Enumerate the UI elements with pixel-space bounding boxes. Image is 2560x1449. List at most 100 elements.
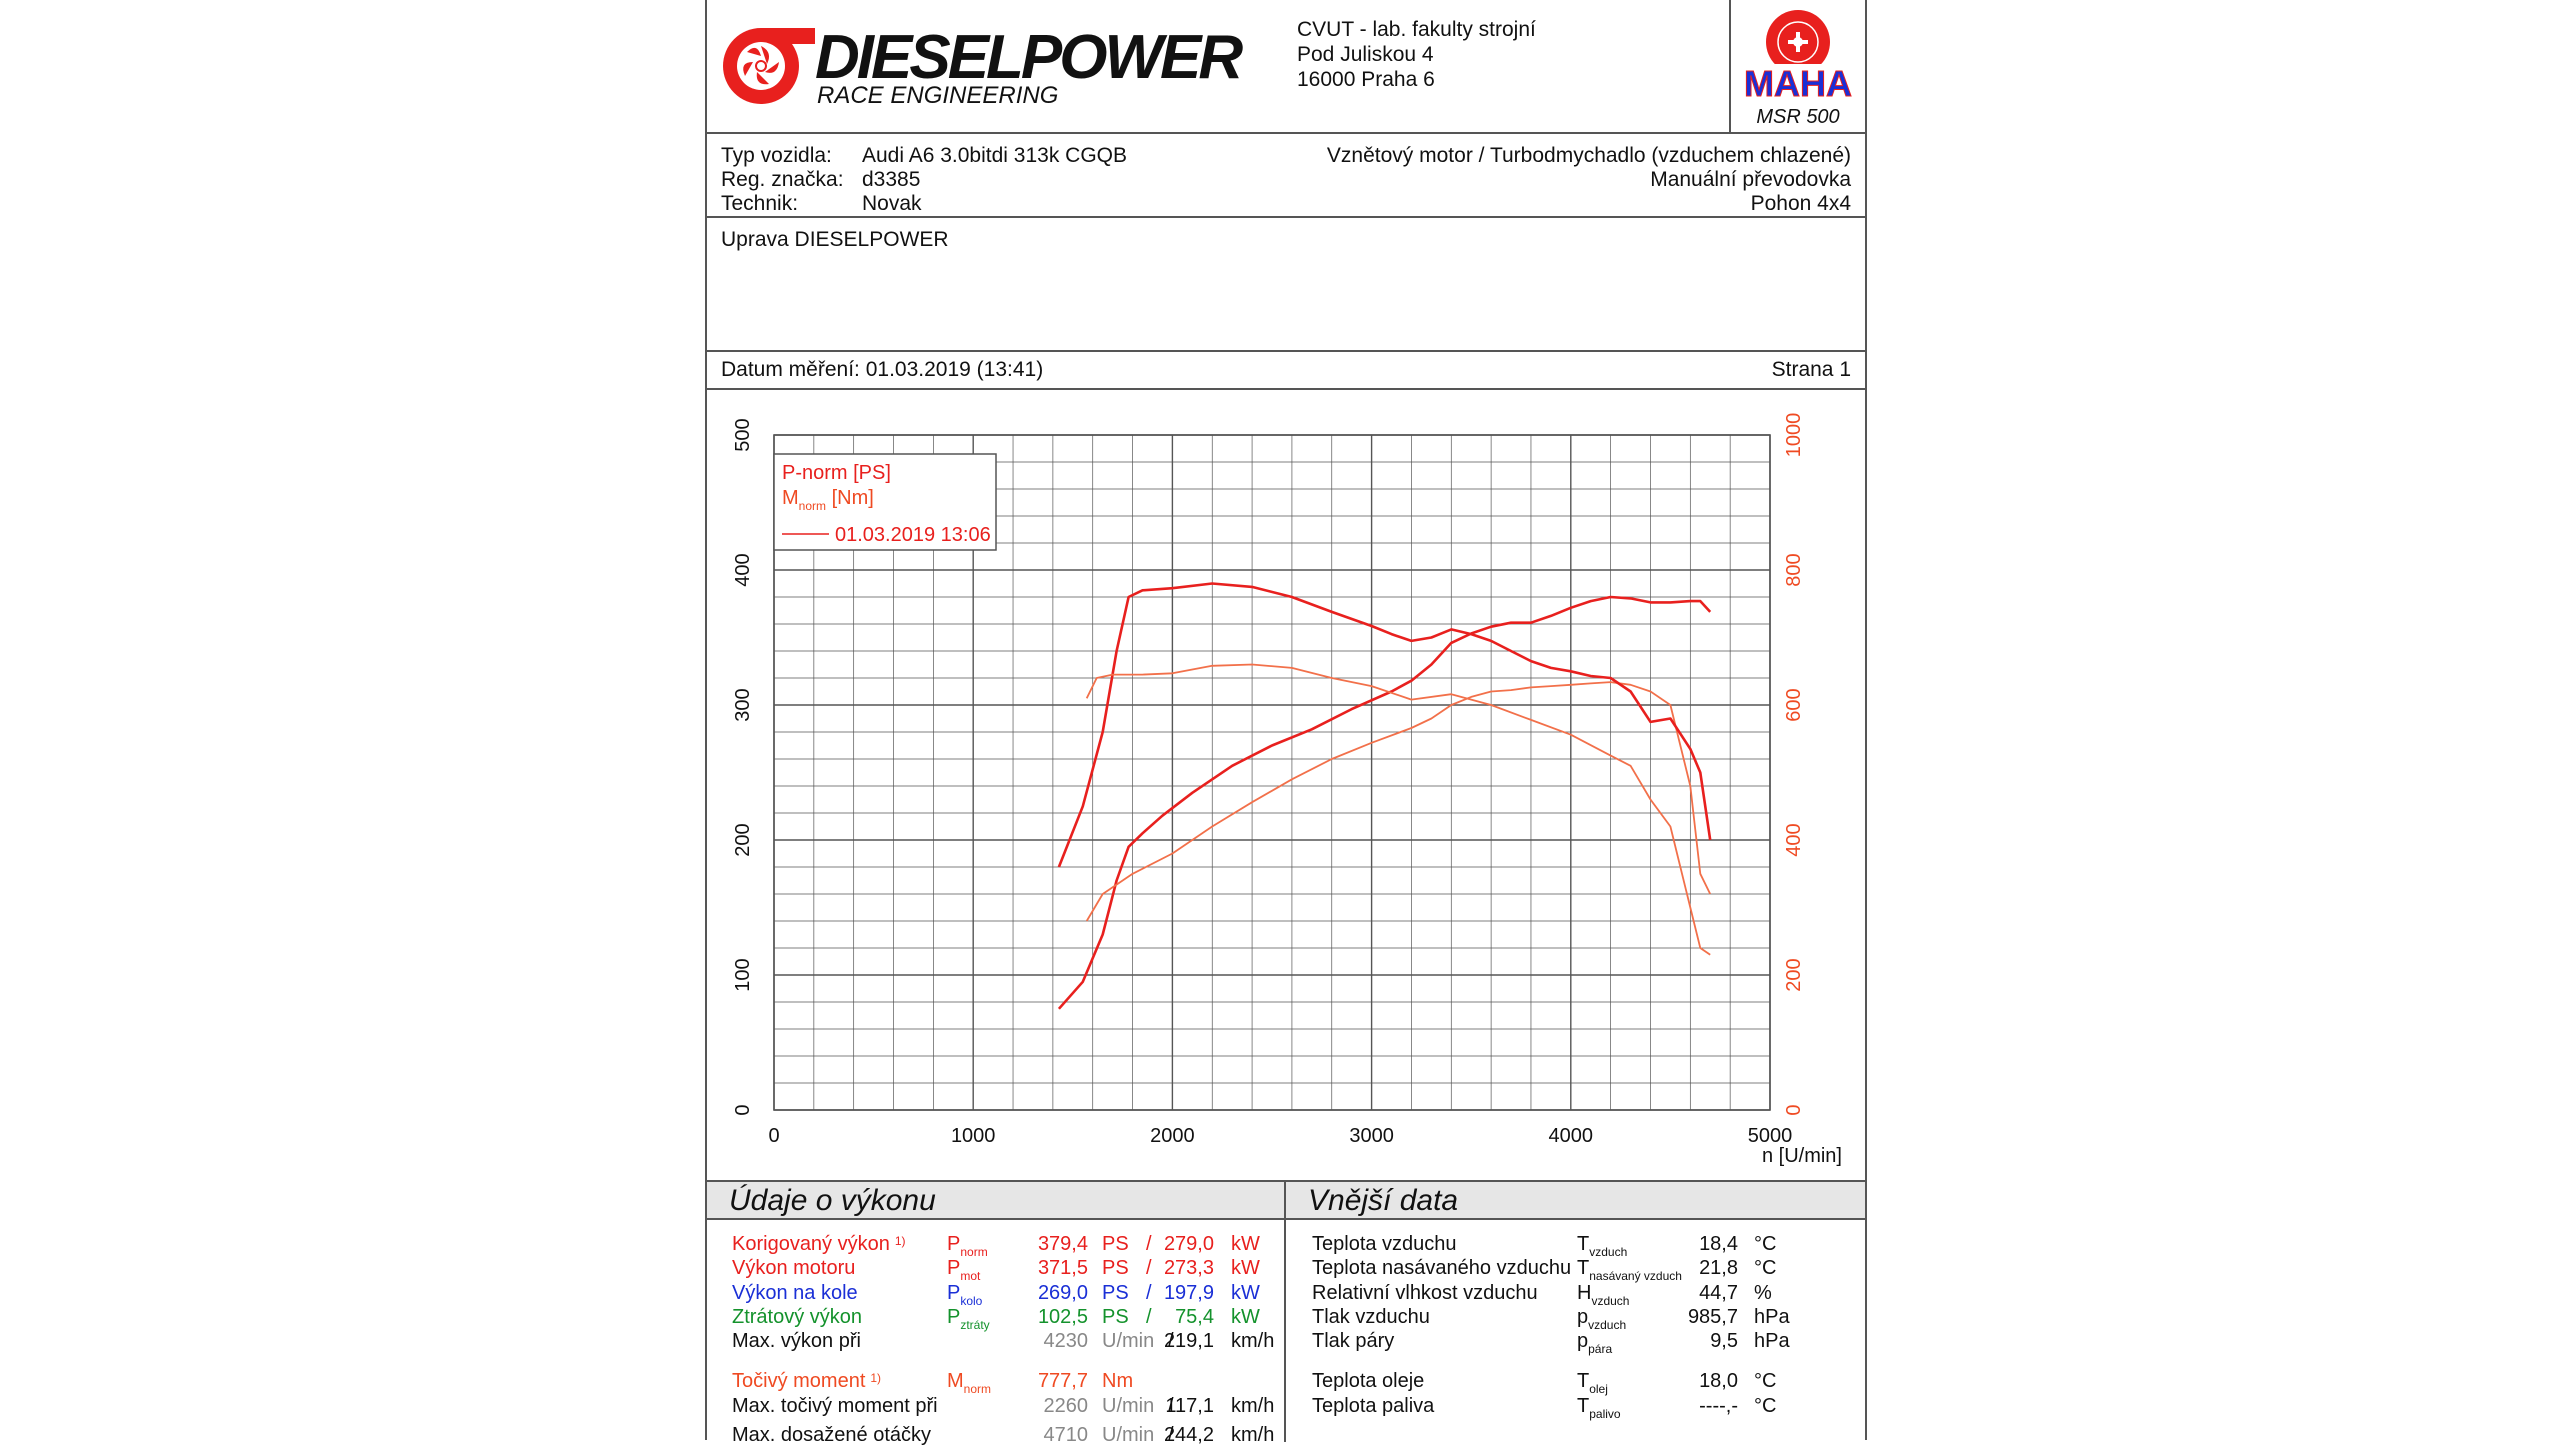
y-left-tick-label: 100: [732, 958, 754, 991]
env-label: Tlak páry: [1312, 1330, 1395, 1352]
y-left-tick-label: 500: [732, 418, 754, 451]
gearbox-type: Manuální převodovka: [1650, 168, 1851, 191]
legend-power: P-norm [PS]: [782, 462, 891, 484]
perf-unit-1: U/min: [1102, 1424, 1155, 1446]
x-tick-label: 4000: [1549, 1125, 1594, 1147]
x-tick-label: 0: [768, 1125, 779, 1147]
measurement-date: Datum měření: 01.03.2019 (13:41): [721, 358, 1044, 381]
x-tick-label: 1000: [951, 1125, 996, 1147]
perf-label: Výkon motoru: [732, 1257, 856, 1279]
technician-value: Novak: [862, 192, 922, 215]
y-right-tick-label: 1000: [1783, 413, 1805, 458]
env-label: Teplota paliva: [1312, 1395, 1435, 1417]
report-header: DIESELPOWER RACE ENGINEERING CVUT - lab.…: [707, 0, 1865, 134]
perf-unit-2: km/h: [1231, 1424, 1275, 1446]
perf-value-2: 219,1: [1163, 1330, 1214, 1352]
perf-value-1: 4230: [1043, 1330, 1089, 1352]
brand-logo-text: DIESELPOWER: [815, 23, 1243, 92]
perf-unit-1: U/min: [1102, 1395, 1155, 1417]
power-torque-chart: 0 1000 2000 3000 4000 5000 0 100 200 300 400 500 0 20…: [707, 390, 1865, 1185]
performance-title: Údaje o výkonu: [707, 1182, 1284, 1220]
remark-box: Uprava DIESELPOWER: [707, 218, 1865, 352]
perf-value-1: 2260: [1043, 1395, 1089, 1417]
env-symbol: Tnasávaný vzduch: [1577, 1257, 1682, 1283]
perf-unit-1: PS: [1102, 1306, 1129, 1328]
y-right-tick-label: 600: [1783, 688, 1805, 721]
perf-value-1: 371,5: [1037, 1257, 1088, 1279]
plot-frame: [773, 434, 1771, 1111]
env-value: 9,5: [1710, 1330, 1738, 1352]
perf-unit-2: km/h: [1231, 1395, 1275, 1417]
perf-symbol: Pkolo: [947, 1282, 983, 1308]
perf-value-2: 279,0: [1163, 1233, 1214, 1255]
maha-model: MSR 500: [1756, 106, 1840, 128]
perf-separator: /: [1168, 1330, 1174, 1352]
perf-unit-2: kW: [1231, 1282, 1260, 1304]
perf-value-2: 117,1: [1165, 1395, 1214, 1417]
perf-separator: /: [1146, 1282, 1152, 1304]
env-value: 985,7: [1687, 1306, 1738, 1328]
env-value: ----,-: [1699, 1395, 1738, 1417]
x-tick-label: 2000: [1150, 1125, 1195, 1147]
env-label: Relativní vlhkost vzduchu: [1312, 1282, 1538, 1304]
env-unit: %: [1754, 1282, 1772, 1304]
drive-type: Pohon 4x4: [1750, 192, 1851, 215]
environment-title: Vnější data: [1286, 1182, 1865, 1220]
address-line-2: Pod Juliskou 4: [1297, 43, 1434, 66]
perf-symbol: Mnorm: [947, 1370, 992, 1396]
perf-separator: /: [1146, 1257, 1152, 1279]
perf-separator: /: [1168, 1424, 1174, 1446]
y-left-tick-label: 400: [732, 553, 754, 586]
env-label: Teplota oleje: [1312, 1370, 1425, 1392]
vehicle-type-label: Typ vozidla:: [721, 144, 832, 167]
maha-logo: MAHA MSR 500: [1729, 0, 1865, 132]
perf-label: Točivý moment 1): [732, 1370, 882, 1392]
series-line-0: [1057, 595, 1712, 1010]
perf-unit-2: km/h: [1231, 1330, 1275, 1352]
env-unit: °C: [1754, 1257, 1777, 1279]
perf-symbol: Pnorm: [947, 1233, 988, 1259]
turbo-logo-icon: [723, 28, 815, 104]
y-left-tick-label: 200: [732, 823, 754, 856]
perf-unit-1: PS: [1102, 1257, 1129, 1279]
series-line-3: [1085, 663, 1711, 956]
brand-logo-subtitle: RACE ENGINEERING: [817, 82, 1059, 109]
perf-value-1: 379,4: [1037, 1233, 1088, 1255]
env-value: 18,0: [1699, 1370, 1738, 1392]
chart-grid: [773, 434, 1771, 1111]
y-left-tick-label: 0: [732, 1104, 754, 1115]
env-symbol: Tvzduch: [1577, 1233, 1628, 1259]
legend-run: 01.03.2019 13:06: [835, 524, 991, 546]
perf-value-1: 102,5: [1037, 1306, 1088, 1328]
perf-value-1: 777,7: [1037, 1370, 1088, 1392]
perf-unit-1: U/min: [1102, 1330, 1155, 1352]
env-symbol: pvzduch: [1577, 1306, 1627, 1332]
perf-unit-1: PS: [1102, 1233, 1129, 1255]
env-symbol: ppára: [1577, 1330, 1613, 1356]
perf-unit-1: Nm: [1102, 1370, 1134, 1392]
perf-label: Korigovaný výkon 1): [732, 1233, 906, 1255]
date-row: Datum měření: 01.03.2019 (13:41) Strana …: [707, 352, 1865, 390]
reg-label: Reg. značka:: [721, 168, 844, 191]
x-tick-label: 3000: [1349, 1125, 1394, 1147]
results-section: Údaje o výkonu Vnější data Korigovaný vý…: [707, 1180, 1865, 1446]
y-right-tick-label: 400: [1783, 823, 1805, 856]
perf-value-2: 273,3: [1163, 1257, 1214, 1279]
series-line-2: [1057, 582, 1712, 868]
series-line-1: [1085, 681, 1712, 922]
chart-ticks: 0 1000 2000 3000 4000 50000100200300400500020…: [732, 413, 1805, 1147]
x-axis-label: n [U/min]: [1762, 1145, 1842, 1167]
x-tick-label: 5000: [1748, 1125, 1793, 1147]
chart-svg: 0 1000 2000 3000 4000 50000100200300400500020…: [732, 413, 1842, 1167]
env-unit: °C: [1754, 1233, 1777, 1255]
env-value: 44,7: [1699, 1282, 1738, 1304]
engine-type: Vznětový motor / Turbodmychadlo (vzduche…: [1326, 144, 1851, 167]
perf-label: Výkon na kole: [732, 1282, 858, 1304]
perf-unit-1: PS: [1102, 1282, 1129, 1304]
y-right-tick-label: 200: [1783, 958, 1805, 991]
technician-label: Technik:: [721, 192, 799, 215]
perf-label: Max. točivý moment při: [732, 1395, 938, 1417]
env-label: Teplota nasávaného vzduchu: [1312, 1257, 1572, 1279]
env-symbol: Hvzduch: [1577, 1282, 1630, 1308]
perf-value-1: 269,0: [1037, 1282, 1088, 1304]
